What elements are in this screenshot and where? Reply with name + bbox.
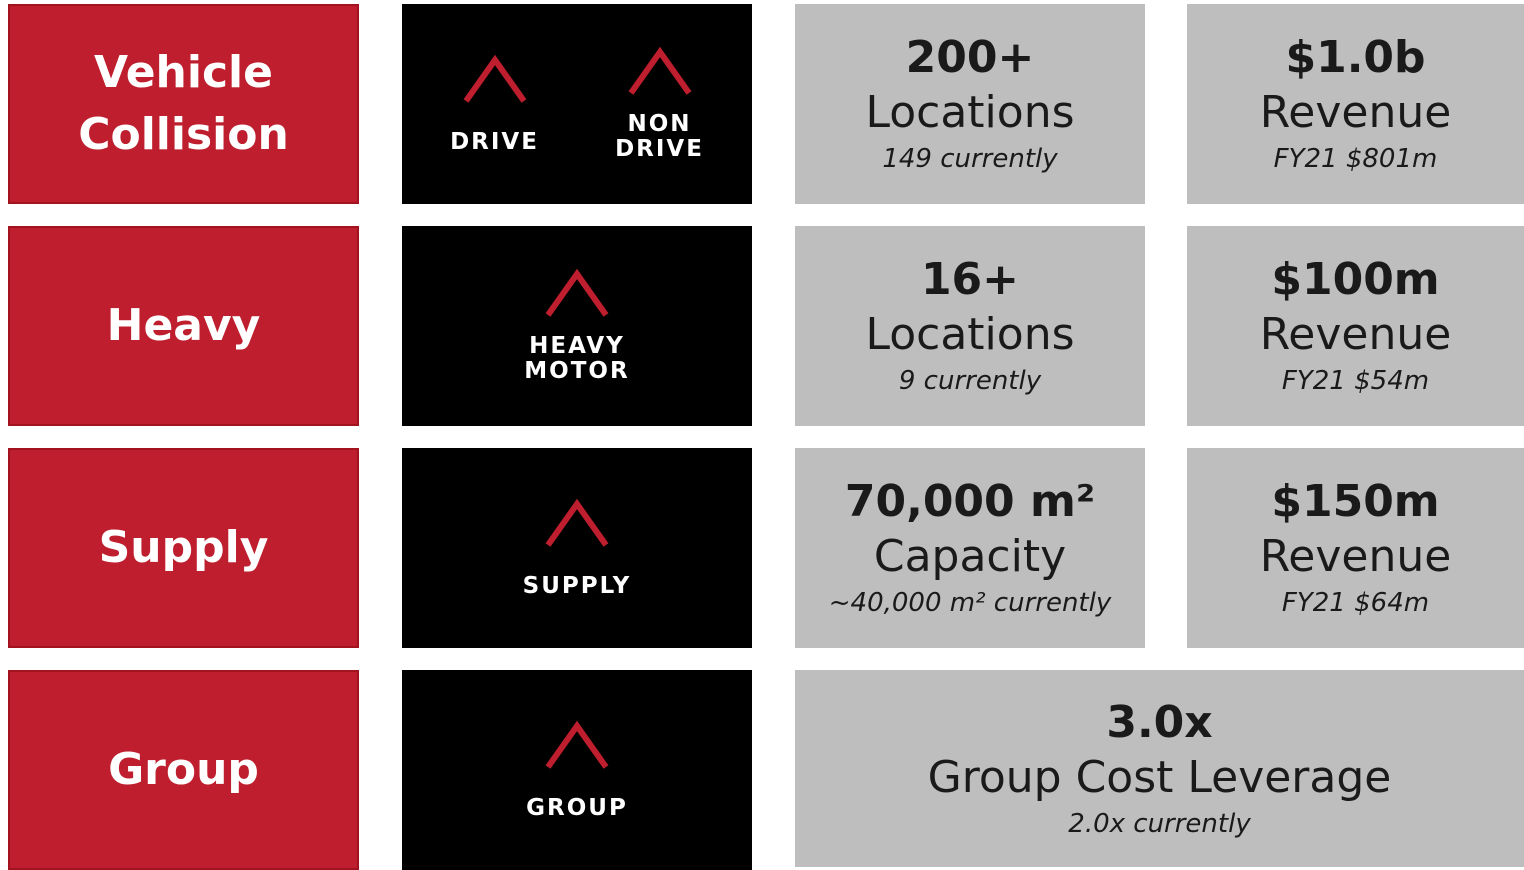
stat-note: FY21 $801m	[1273, 144, 1438, 174]
brand-logo: NON DRIVE	[577, 46, 742, 162]
brand-text: SUPPLY	[522, 572, 632, 599]
chevron-icon	[628, 46, 691, 95]
segment-label: Group	[8, 670, 359, 870]
stat-value: $100m	[1271, 254, 1440, 305]
brand-logo: HEAVY MOTOR	[492, 268, 662, 384]
stat-value: 200+	[905, 32, 1035, 83]
brand-text: MOTOR	[524, 358, 630, 384]
brand-text: NON	[627, 111, 692, 137]
segment-label: Vehicle Collision	[8, 4, 359, 204]
stat-note: 2.0x currently	[1068, 808, 1251, 839]
chevron-icon	[545, 268, 609, 317]
segment-label: Heavy	[8, 226, 359, 426]
stat-label: Locations	[865, 87, 1075, 138]
stat-card: $150m Revenue FY21 $64m	[1187, 448, 1524, 648]
stat-label: Revenue	[1259, 309, 1452, 360]
stat-label: Group Cost Leverage	[927, 751, 1392, 803]
stat-note: FY21 $54m	[1281, 366, 1430, 396]
stat-card: 200+ Locations 149 currently	[795, 4, 1145, 204]
stat-note: 149 currently	[882, 144, 1058, 174]
stat-value: $150m	[1271, 476, 1440, 527]
chevron-icon	[545, 498, 609, 547]
chevron-icon	[545, 720, 609, 769]
brand-panel: GROUP	[402, 670, 752, 870]
stat-card: $100m Revenue FY21 $54m	[1187, 226, 1524, 426]
brand-logo: GROUP	[492, 720, 662, 821]
stat-card: 70,000 m² Capacity ~40,000 m² currently	[795, 448, 1145, 648]
stat-card: 3.0x Group Cost Leverage 2.0x currently	[795, 670, 1524, 867]
stat-label: Capacity	[873, 531, 1067, 582]
brand-logo: SUPPLY	[492, 498, 662, 599]
brand-logo: DRIVE	[412, 54, 577, 155]
stat-label: Locations	[865, 309, 1075, 360]
brand-panel: SUPPLY	[402, 448, 752, 648]
stat-card: $1.0b Revenue FY21 $801m	[1187, 4, 1524, 204]
brand-text: HEAVY	[529, 333, 625, 359]
brand-text: DRIVE	[615, 136, 704, 162]
stat-label: Revenue	[1259, 87, 1452, 138]
stat-card: 16+ Locations 9 currently	[795, 226, 1145, 426]
stat-value: $1.0b	[1285, 32, 1426, 83]
stat-value: 70,000 m²	[844, 476, 1096, 527]
brand-panel: HEAVY MOTOR	[402, 226, 752, 426]
stat-value: 3.0x	[1106, 696, 1213, 748]
segment-label: Supply	[8, 448, 359, 648]
stat-note: FY21 $64m	[1281, 588, 1430, 618]
brand-text: GROUP	[526, 794, 628, 821]
stat-value: 16+	[920, 254, 1020, 305]
brand-panel: DRIVE NON DRIVE	[402, 4, 752, 204]
brand-text: DRIVE	[450, 128, 539, 155]
stat-note: ~40,000 m² currently	[828, 588, 1112, 618]
stat-label: Revenue	[1259, 531, 1452, 582]
stat-note: 9 currently	[898, 366, 1042, 396]
chevron-icon	[463, 54, 526, 103]
